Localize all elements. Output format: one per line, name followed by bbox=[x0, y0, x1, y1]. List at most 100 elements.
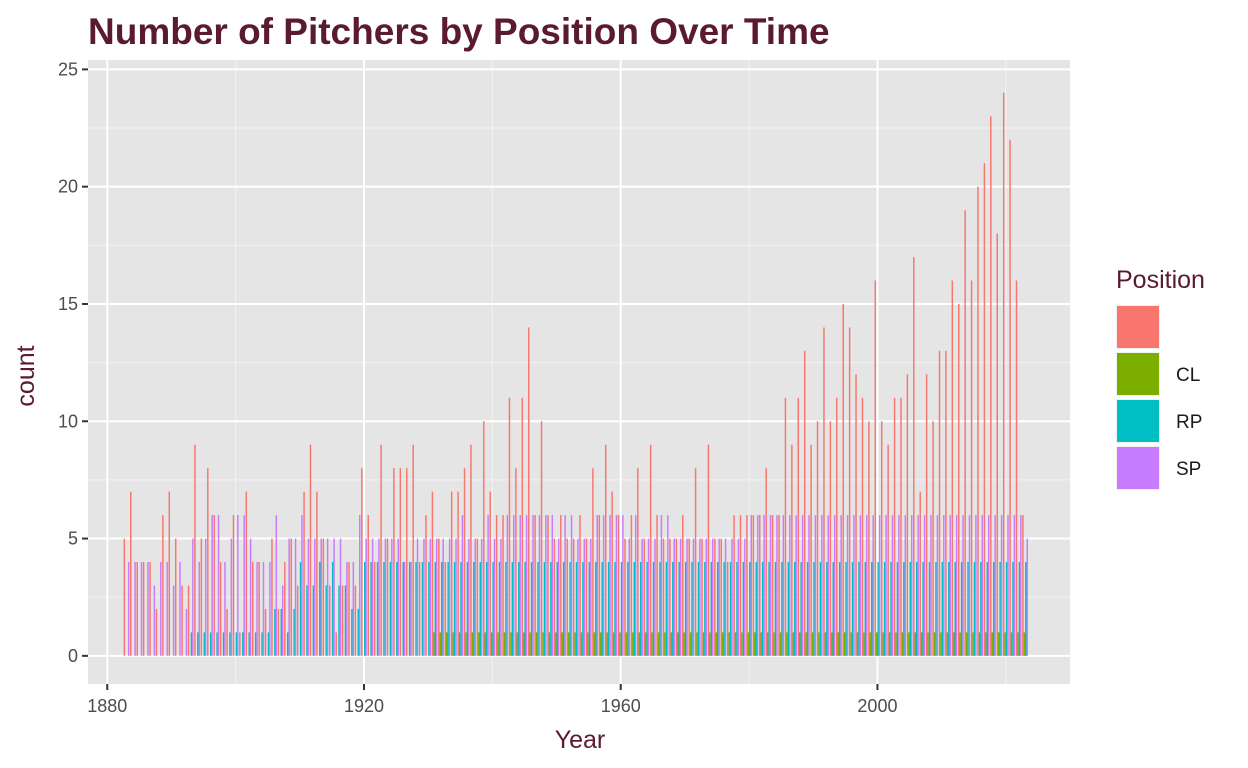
bar-sp-1993 bbox=[833, 515, 836, 656]
bar-sp-1981 bbox=[756, 515, 759, 656]
bar-rp-1981 bbox=[755, 562, 757, 656]
bar-rp-1984 bbox=[774, 562, 777, 656]
bar-blank-1986 bbox=[784, 397, 787, 656]
bar-blank-1887 bbox=[149, 562, 151, 656]
bar-blank-1950 bbox=[553, 538, 556, 656]
x-axis-label: Year bbox=[555, 726, 606, 754]
x-tick-label: 2000 bbox=[857, 696, 897, 716]
bar-cl-2016 bbox=[978, 632, 981, 656]
bar-rp-1978 bbox=[736, 562, 738, 656]
bar-sp-1896 bbox=[211, 515, 213, 656]
bar-sp-2014 bbox=[968, 515, 971, 656]
bar-sp-1928 bbox=[416, 538, 419, 656]
bar-rp-1976 bbox=[723, 562, 725, 656]
bar-cl-1960 bbox=[619, 632, 621, 656]
bar-cl-1937 bbox=[471, 632, 474, 656]
bar-sp-1899 bbox=[230, 538, 233, 656]
bar-rp-1961 bbox=[627, 562, 629, 656]
bar-sp-1917 bbox=[346, 562, 348, 656]
bar-cl-1950 bbox=[555, 632, 557, 656]
bar-cl-1995 bbox=[843, 632, 846, 656]
bar-sp-2013 bbox=[962, 515, 964, 656]
bar-rp-2005 bbox=[909, 562, 912, 656]
bar-sp-1965 bbox=[654, 538, 656, 656]
bar-blank-1890 bbox=[168, 491, 171, 656]
bar-rp-1925 bbox=[396, 562, 398, 656]
bar-blank-1978 bbox=[733, 515, 735, 656]
bar-sp-1886 bbox=[147, 562, 149, 656]
bar-blank-1892 bbox=[181, 585, 183, 656]
bar-blank-1993 bbox=[829, 421, 832, 656]
bar-sp-1964 bbox=[647, 538, 650, 656]
bar-cl-2023 bbox=[1023, 632, 1026, 656]
bar-cl-1999 bbox=[869, 632, 872, 656]
bar-sp-1932 bbox=[442, 538, 444, 656]
bar-cl-2005 bbox=[908, 632, 910, 656]
bar-cl-1932 bbox=[439, 632, 442, 656]
bar-blank-1941 bbox=[495, 515, 498, 656]
bar-sp-1947 bbox=[538, 515, 541, 656]
bar-cl-2007 bbox=[920, 632, 923, 656]
bar-sp-1923 bbox=[384, 538, 387, 656]
bar-rp-1979 bbox=[742, 562, 745, 656]
bar-sp-1930 bbox=[429, 538, 432, 656]
bar-sp-1924 bbox=[391, 538, 393, 656]
bar-sp-1951 bbox=[564, 515, 566, 656]
bar-sp-1975 bbox=[718, 538, 720, 656]
bar-blank-2005 bbox=[906, 374, 909, 656]
bar-rp-1959 bbox=[614, 562, 616, 656]
bar-rp-2009 bbox=[935, 562, 937, 656]
bar-sp-1979 bbox=[744, 538, 746, 656]
bar-cl-2001 bbox=[882, 632, 884, 656]
bar-sp-2016 bbox=[981, 515, 984, 656]
bar-blank-2000 bbox=[874, 280, 877, 656]
bar-cl-2021 bbox=[1010, 632, 1013, 656]
bar-cl-1981 bbox=[754, 632, 756, 656]
bar-sp-1914 bbox=[326, 538, 329, 656]
bar-cl-1952 bbox=[567, 632, 570, 656]
bar-rp-1898 bbox=[222, 632, 225, 656]
bar-cl-2014 bbox=[965, 632, 968, 656]
bar-cl-2006 bbox=[914, 632, 916, 656]
bar-rp-1990 bbox=[813, 562, 815, 656]
y-tick-label: 5 bbox=[68, 529, 78, 549]
bar-rp-2011 bbox=[948, 562, 950, 656]
bar-cl-1945 bbox=[523, 632, 525, 656]
bar-sp-2009 bbox=[936, 515, 939, 656]
bar-blank-1886 bbox=[142, 562, 145, 656]
bar-rp-1944 bbox=[518, 562, 520, 656]
bar-blank-1956 bbox=[592, 468, 594, 656]
bar-cl-1978 bbox=[734, 632, 737, 656]
bar-sp-2015 bbox=[975, 515, 977, 656]
bar-rp-1997 bbox=[858, 562, 860, 656]
bar-blank-1954 bbox=[579, 515, 581, 656]
bar-rp-1929 bbox=[421, 562, 424, 656]
bar-blank-1996 bbox=[848, 327, 851, 656]
bar-blank-1942 bbox=[502, 515, 504, 656]
bar-rp-1895 bbox=[203, 632, 205, 656]
bar-rp-1947 bbox=[537, 562, 539, 656]
bar-blank-1895 bbox=[200, 538, 203, 656]
bar-cl-1979 bbox=[741, 632, 743, 656]
bar-sp-1918 bbox=[352, 562, 355, 656]
bar-sp-1953 bbox=[577, 538, 579, 656]
bar-rp-1953 bbox=[575, 562, 578, 656]
bar-sp-1904 bbox=[262, 562, 265, 656]
bar-sp-1929 bbox=[423, 538, 425, 656]
bar-sp-1998 bbox=[866, 515, 868, 656]
y-axis-label: count bbox=[12, 345, 40, 406]
bar-sp-2017 bbox=[988, 515, 990, 656]
bar-rp-1899 bbox=[229, 632, 231, 656]
bar-blank-1915 bbox=[329, 585, 331, 656]
bar-cl-1973 bbox=[702, 632, 705, 656]
bar-blank-1931 bbox=[431, 491, 434, 656]
bar-blank-2014 bbox=[964, 210, 966, 656]
bar-rp-1951 bbox=[562, 562, 565, 656]
bar-rp-1962 bbox=[633, 562, 636, 656]
bar-cl-1977 bbox=[728, 632, 730, 656]
bar-blank-1933 bbox=[444, 562, 447, 656]
bar-sp-2019 bbox=[1000, 515, 1003, 656]
bar-sp-1992 bbox=[827, 515, 830, 656]
bar-blank-1900 bbox=[232, 515, 235, 656]
bar-blank-1940 bbox=[489, 491, 491, 656]
